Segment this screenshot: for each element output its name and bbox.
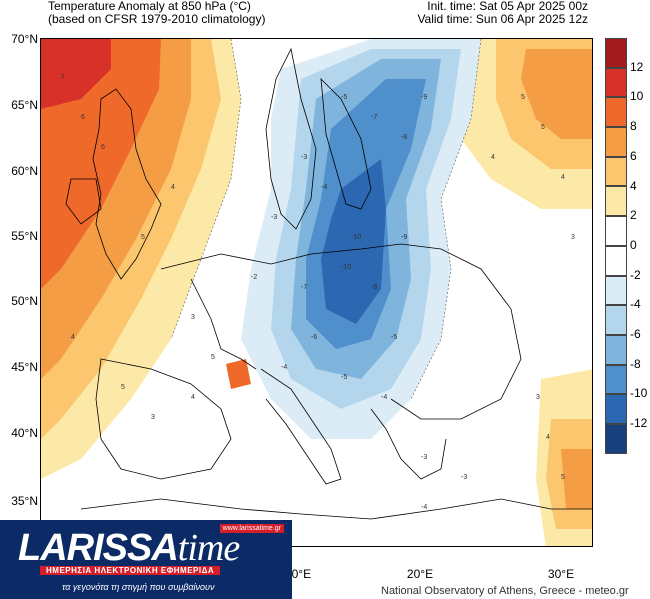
map-subtitle: (based on CFSR 1979-2010 climatology) [48, 12, 266, 26]
contour-label: 4 [491, 154, 495, 161]
contour-label: -7 [371, 114, 377, 121]
logo-tagline-2: τα γεγονότα τη στιγμή που συμβαίνουν [62, 582, 215, 592]
lat-label-35: 35°N [11, 494, 38, 508]
anomaly-map-graphic: 7 6 5 4 -5 -7 -8 -9 -10 -3 -2 3 5 4 -6 -… [41, 39, 592, 546]
lat-label-45: 45°N [11, 360, 38, 374]
colorbar-cell [605, 97, 627, 128]
contour-label: -7 [301, 284, 307, 291]
colorbar-cell [605, 305, 627, 335]
colorbar-cell [605, 186, 627, 217]
contour-label: -10 [351, 234, 361, 241]
colorbar [605, 38, 627, 454]
lon-label-20: 20°E [406, 567, 434, 581]
contour-label: -4 [421, 504, 427, 511]
colorbar-cell [605, 364, 627, 395]
contour-label: -5 [341, 94, 347, 101]
contour-label: -3 [301, 154, 307, 161]
colorbar-cell [605, 67, 627, 98]
colorbar-label: 6 [630, 148, 637, 163]
contour-label: 3 [191, 314, 195, 321]
colorbar-label: -2 [630, 267, 641, 282]
contour-label: 6 [101, 144, 105, 151]
contour-label: 4 [171, 184, 175, 191]
contour-label: 5 [521, 94, 525, 101]
logo-brand-main: LARISSA [18, 527, 179, 569]
colorbar-label: 8 [630, 119, 637, 134]
colorbar-cell [605, 275, 627, 306]
colorbar-cell [605, 38, 627, 68]
contour-label: 4 [191, 394, 195, 401]
contour-label: -4 [281, 364, 287, 371]
contour-label: -9 [401, 234, 407, 241]
contour-label: 3 [571, 234, 575, 241]
lon-label-30: 30°E [547, 567, 575, 581]
colorbar-cell [605, 127, 627, 157]
colorbar-label: -8 [630, 356, 641, 371]
colorbar-label: -12 [630, 416, 648, 431]
contour-label: -2 [251, 274, 257, 281]
colorbar-label: -4 [630, 297, 641, 312]
lat-label-55: 55°N [11, 229, 38, 243]
anomaly-map: 7 6 5 4 -5 -7 -8 -9 -10 -3 -2 3 5 4 -6 -… [40, 38, 593, 547]
lat-label-70: 70°N [11, 32, 38, 46]
contour-label: 4 [561, 174, 565, 181]
contour-label: 5 [141, 234, 145, 241]
contour-label: -3 [461, 474, 467, 481]
logo-url: www.larissatime.gr [219, 524, 284, 533]
lat-label-50: 50°N [11, 294, 38, 308]
contour-label: -6 [311, 334, 317, 341]
contour-label: -5 [341, 374, 347, 381]
larissatime-logo[interactable]: LARISSAtime www.larissatime.gr ΗΜΕΡΗΣΙΑ … [0, 520, 292, 599]
contour-label: -4 [381, 394, 387, 401]
lat-label-40: 40°N [11, 426, 38, 440]
contour-label: -3 [421, 454, 427, 461]
logo-brand-time: time [177, 527, 240, 569]
colorbar-label: -6 [630, 327, 641, 341]
contour-label: -4 [321, 184, 327, 191]
colorbar-cell [605, 334, 627, 365]
colorbar-label: -10 [630, 386, 648, 401]
valid-time: Valid time: Sun 06 Apr 2025 12z [417, 12, 588, 26]
logo-brand: LARISSAtime [18, 526, 240, 570]
contour-label: 4 [71, 334, 75, 341]
colorbar-cell [605, 394, 627, 424]
contour-label: 4 [546, 434, 550, 441]
contour-label: 5 [541, 124, 545, 131]
lat-label-60: 60°N [11, 164, 38, 178]
contour-label: -9 [421, 94, 427, 101]
contour-label: -8 [401, 134, 407, 141]
colorbar-cell [605, 216, 627, 246]
contour-label: 5 [561, 474, 565, 481]
contour-label: -10 [341, 264, 351, 271]
colorbar-cell [605, 423, 627, 454]
contour-label: 5 [211, 354, 215, 361]
contour-label: 3 [151, 414, 155, 421]
colorbar-label: 0 [630, 237, 637, 252]
map-title: Temperature Anomaly at 850 hPa (°C) [48, 0, 251, 13]
lat-label-65: 65°N [11, 98, 38, 112]
colorbar-label: 4 [630, 178, 637, 193]
contour-label: 5 [121, 384, 125, 391]
contour-label: 7 [61, 74, 65, 81]
colorbar-cell [605, 245, 627, 276]
logo-tagline-1: ΗΜΕΡΗΣΙΑ ΗΛΕΚΤΡΟΝΙΚΗ ΕΦΗΜΕΡΙΔΑ [40, 566, 221, 575]
colorbar-label: 10 [630, 89, 644, 104]
colorbar-cell [605, 156, 627, 187]
colorbar-label: 2 [630, 208, 637, 223]
contour-label: 3 [536, 394, 540, 401]
contour-label: 6 [81, 114, 85, 121]
contour-label: -3 [271, 214, 277, 221]
colorbar-label: 12 [630, 59, 644, 74]
contour-label: -5 [391, 334, 397, 341]
init-time: Init. time: Sat 05 Apr 2025 00z [427, 0, 588, 13]
credit-text: National Observatory of Athens, Greece -… [381, 585, 629, 597]
contour-label: -8 [371, 284, 377, 291]
